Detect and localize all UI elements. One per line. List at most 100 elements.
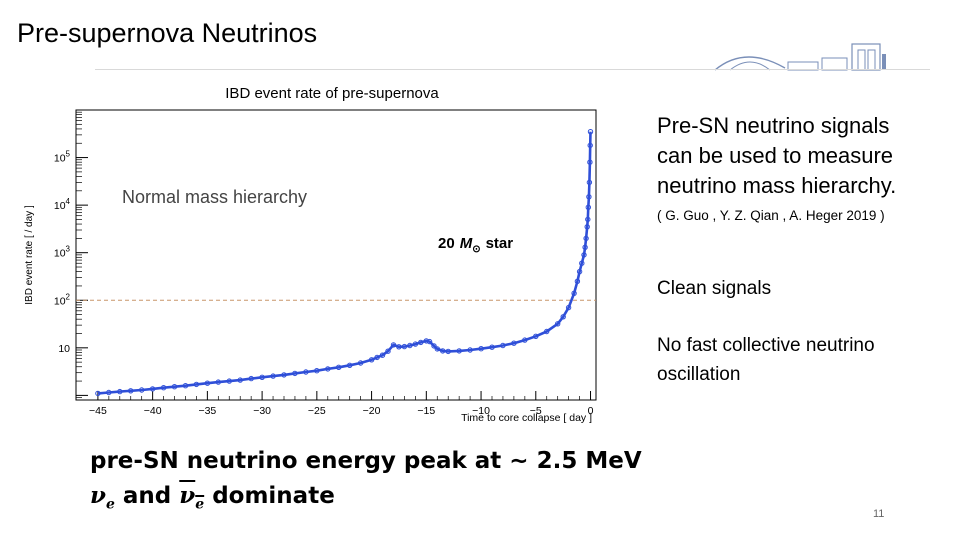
y-tick-label: 102 — [54, 292, 71, 307]
data-point — [379, 352, 386, 358]
data-point — [407, 342, 413, 349]
y-tick-label: 104 — [54, 197, 71, 212]
data-point — [533, 333, 539, 339]
data-point — [237, 377, 243, 383]
data-point — [445, 348, 451, 355]
data-point — [204, 380, 211, 386]
x-tick-label: −30 — [253, 405, 271, 417]
data-point — [357, 360, 364, 366]
chart-title: IBD event rate of pre-supernova — [225, 85, 439, 102]
citation: ( G. Guo , Y. Z. Qian , A. Heger 2019 ) — [657, 208, 885, 223]
data-point — [226, 378, 233, 384]
data-point — [248, 375, 254, 382]
data-point — [544, 328, 550, 335]
y-tick-label: 105 — [54, 150, 71, 165]
data-point — [467, 347, 473, 353]
data-point — [423, 338, 429, 344]
data-point — [149, 386, 156, 392]
data-point — [555, 321, 561, 327]
data-point — [347, 362, 353, 368]
data-point — [418, 339, 424, 346]
nu-e-symbol: νe — [90, 482, 115, 513]
energy-peak-text: pre-SN neutrino energy peak at ~ 2.5 MeV — [90, 448, 642, 474]
data-point — [336, 364, 342, 370]
data-point — [576, 268, 583, 275]
data-point — [587, 159, 593, 165]
slide-title: Pre-supernova Neutrinos — [17, 18, 318, 48]
data-point — [585, 204, 591, 211]
x-tick-label: −25 — [308, 405, 326, 417]
side-text-line-1: Pre-SN neutrino signals — [657, 113, 890, 138]
y-axis-label: IBD event rate [ / day ] — [24, 205, 35, 305]
data-point — [412, 341, 419, 347]
data-point — [139, 387, 145, 393]
data-point — [117, 388, 123, 395]
university-logo — [714, 43, 886, 71]
data-point — [215, 379, 222, 385]
mass-hierarchy-label: Normal mass hierarchy — [122, 187, 307, 207]
data-point — [565, 304, 572, 311]
data-point — [281, 372, 287, 378]
data-point — [574, 278, 581, 285]
side-text-line-3: neutrino mass hierarchy. — [657, 173, 897, 198]
x-tick-label: −35 — [198, 405, 216, 417]
dominant-flavors-text: νe and νe dominate — [90, 482, 335, 513]
x-tick-label: −10 — [472, 405, 490, 417]
data-point — [440, 348, 446, 354]
x-tick-label: 0 — [588, 405, 594, 417]
data-point — [500, 342, 506, 349]
bullet-collective-oscillation-line-2: oscillation — [657, 364, 741, 385]
data-point — [586, 194, 592, 200]
data-point — [325, 366, 331, 372]
data-point — [182, 383, 189, 389]
data-point — [511, 340, 517, 346]
y-tick-label: 10 — [58, 343, 70, 355]
data-point — [401, 343, 408, 350]
x-tick-label: −45 — [89, 405, 107, 417]
data-series — [95, 129, 594, 397]
data-point — [571, 290, 577, 297]
data-point — [522, 337, 528, 343]
nu-e-bar-symbol: νe — [179, 482, 205, 513]
data-point — [581, 252, 587, 258]
header-divider — [95, 69, 930, 70]
data-point — [478, 346, 484, 352]
data-point — [489, 344, 495, 350]
data-point — [385, 348, 391, 354]
data-point — [314, 368, 320, 374]
data-point — [586, 179, 593, 186]
data-point — [128, 388, 134, 394]
data-point — [582, 244, 588, 251]
x-tick-label: −15 — [417, 405, 435, 417]
data-point — [259, 374, 265, 380]
data-point — [160, 385, 167, 391]
ibd-event-rate-chart: IBD event rate of pre-supernova IBD even… — [20, 76, 638, 430]
data-point — [456, 348, 462, 354]
data-point — [292, 370, 298, 377]
data-point — [171, 384, 178, 390]
data-point — [434, 346, 440, 352]
side-text-line-2: can be used to measure — [657, 143, 894, 168]
page-number: 11 — [873, 508, 885, 520]
data-point — [584, 224, 590, 230]
bullet-collective-oscillation-line-1: No fast collective neutrino — [657, 335, 875, 356]
x-tick-label: −5 — [530, 405, 542, 417]
data-point — [374, 354, 380, 361]
data-point — [193, 381, 200, 388]
x-tick-label: −20 — [363, 405, 381, 417]
data-point — [390, 342, 397, 348]
bullet-clean-signals: Clean signals — [657, 278, 772, 299]
data-point — [396, 344, 402, 350]
x-tick-label: −40 — [144, 405, 162, 417]
data-point — [270, 373, 276, 379]
data-point — [431, 343, 437, 349]
data-point — [368, 357, 375, 363]
data-point — [587, 129, 594, 135]
data-point — [587, 142, 593, 149]
data-point — [583, 235, 589, 242]
y-tick-label: 103 — [54, 245, 71, 260]
data-point — [560, 314, 566, 320]
x-axis-label: Time to core collapse [ day ] — [461, 412, 592, 424]
star-mass-label: 20 M⊙ star — [438, 235, 513, 255]
data-point — [426, 338, 433, 345]
